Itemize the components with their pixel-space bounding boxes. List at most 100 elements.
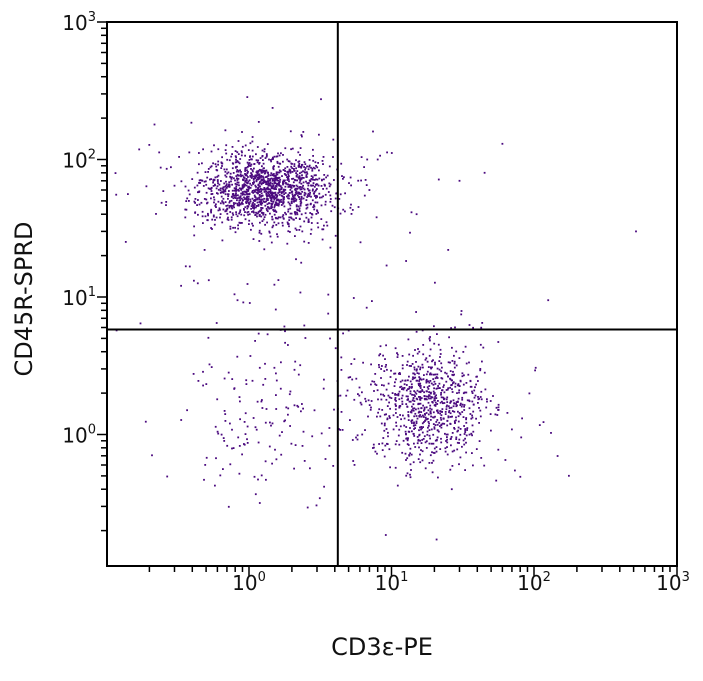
data-point xyxy=(445,440,447,442)
data-point xyxy=(299,176,301,179)
data-point xyxy=(290,216,292,219)
data-point xyxy=(465,418,467,421)
data-point xyxy=(202,185,205,187)
data-point xyxy=(479,409,482,412)
data-point xyxy=(230,216,233,219)
data-point xyxy=(235,183,238,186)
data-point xyxy=(419,368,421,371)
data-point xyxy=(439,401,442,404)
data-point xyxy=(406,439,409,442)
data-point xyxy=(236,215,239,218)
data-point xyxy=(457,410,459,413)
data-point xyxy=(261,212,264,214)
data-point xyxy=(382,354,384,357)
data-point xyxy=(496,414,499,416)
data-point xyxy=(332,156,334,158)
data-point xyxy=(260,195,262,198)
data-point xyxy=(186,409,188,412)
data-point xyxy=(240,202,243,205)
data-point xyxy=(253,167,255,170)
data-point xyxy=(395,378,397,381)
data-point xyxy=(243,208,245,210)
data-point xyxy=(260,179,263,182)
data-point xyxy=(269,188,272,191)
data-point xyxy=(311,189,314,192)
data-point xyxy=(410,453,413,456)
data-point xyxy=(258,213,261,216)
data-point xyxy=(229,463,232,466)
data-point xyxy=(373,390,375,392)
data-point xyxy=(422,414,424,417)
data-point xyxy=(215,322,218,324)
data-point xyxy=(299,165,302,168)
data-point xyxy=(248,302,251,304)
data-point xyxy=(409,452,411,455)
data-point xyxy=(235,166,237,169)
data-point xyxy=(300,166,303,169)
data-point xyxy=(419,453,421,456)
data-point xyxy=(436,410,439,413)
data-point xyxy=(258,162,260,165)
data-point xyxy=(268,207,270,210)
data-point xyxy=(439,353,442,355)
data-point xyxy=(329,198,332,200)
data-point xyxy=(269,181,272,184)
data-point xyxy=(432,442,435,445)
data-point xyxy=(301,174,303,177)
data-point xyxy=(327,312,330,315)
data-point xyxy=(235,185,238,188)
data-point xyxy=(376,158,379,161)
data-point xyxy=(405,437,408,440)
data-point xyxy=(418,396,420,398)
data-point xyxy=(246,96,249,98)
data-point xyxy=(271,193,274,195)
data-point xyxy=(429,454,432,457)
data-point xyxy=(318,177,321,180)
data-point xyxy=(310,195,312,198)
data-point xyxy=(422,438,425,440)
data-point xyxy=(217,200,220,203)
data-point xyxy=(248,164,250,167)
data-point xyxy=(478,407,480,409)
data-point xyxy=(282,154,284,156)
data-point xyxy=(371,300,373,302)
data-point xyxy=(473,396,476,399)
data-point xyxy=(425,406,428,409)
data-point xyxy=(231,378,234,380)
data-point xyxy=(304,192,307,195)
data-point xyxy=(260,169,262,171)
data-point xyxy=(202,370,204,373)
data-point xyxy=(400,397,403,400)
data-point xyxy=(353,398,356,401)
data-point xyxy=(434,363,436,366)
data-point xyxy=(269,184,271,187)
data-point xyxy=(279,200,281,202)
data-point xyxy=(198,203,201,206)
data-point xyxy=(421,431,424,434)
data-point xyxy=(218,207,221,210)
data-point xyxy=(254,196,257,199)
data-point xyxy=(268,158,270,161)
data-point xyxy=(253,194,256,197)
data-point xyxy=(255,153,257,156)
data-point xyxy=(196,282,199,285)
data-point xyxy=(419,387,422,389)
data-point xyxy=(520,436,523,439)
data-point xyxy=(321,228,324,231)
data-point xyxy=(275,408,278,410)
data-point xyxy=(280,204,283,206)
data-point xyxy=(260,232,263,235)
data-point xyxy=(275,177,278,180)
data-point xyxy=(251,155,254,158)
data-point xyxy=(365,400,367,403)
data-point xyxy=(264,378,267,380)
data-point xyxy=(271,185,273,188)
data-point xyxy=(397,434,400,437)
data-point xyxy=(238,212,240,215)
data-point xyxy=(453,449,456,452)
data-point xyxy=(233,206,235,209)
data-point xyxy=(266,210,269,213)
data-point xyxy=(254,199,256,201)
data-point xyxy=(257,441,260,444)
data-point xyxy=(220,180,222,182)
